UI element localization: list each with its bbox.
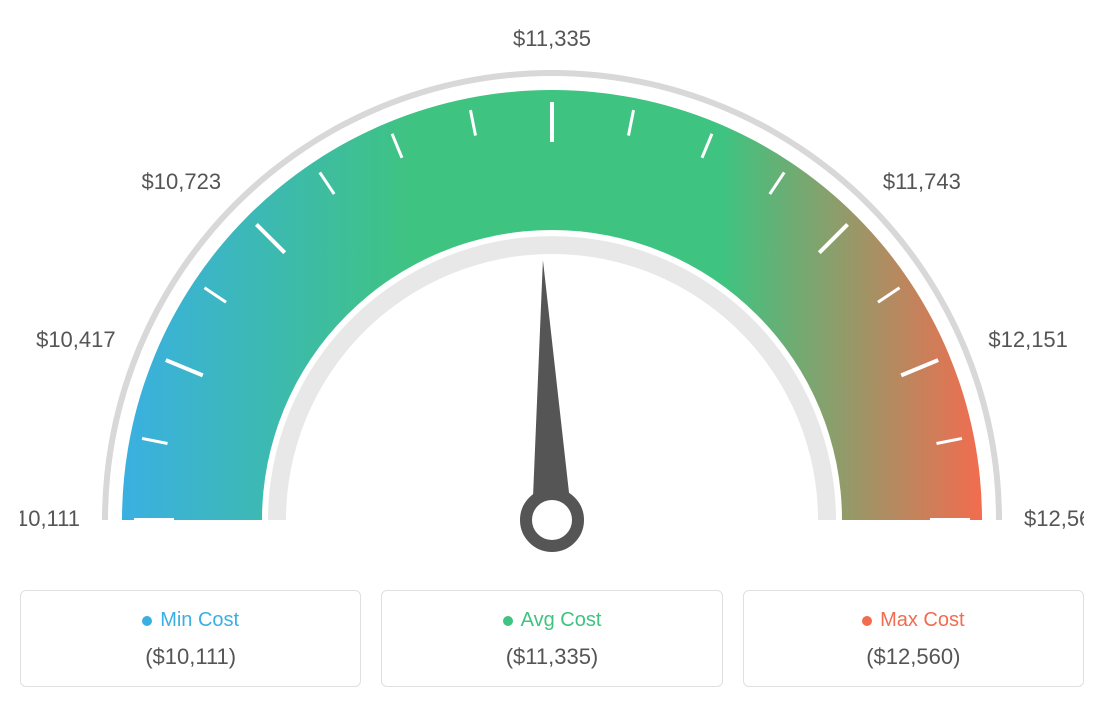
dot-icon [862,616,872,626]
legend-title-max: Max Cost [754,609,1073,632]
gauge-tick-label: $10,111 [20,506,80,531]
legend-row: Min Cost ($10,111) Avg Cost ($11,335) Ma… [20,590,1084,687]
gauge-tick-label: $11,743 [883,169,961,194]
legend-value-avg: ($11,335) [392,644,711,670]
legend-value-min: ($10,111) [31,644,350,670]
gauge-chart: $10,111 $10,417 $10,723 $11,335 $11,743 $12,1… [20,20,1084,580]
gauge-needle [532,260,572,521]
gauge-tick-label: $11,335 [513,26,591,51]
legend-title-label: Min Cost [160,609,239,632]
legend-value-max: ($12,560) [754,644,1073,670]
gauge-svg: $10,111 $10,417 $10,723 $11,335 $11,743 $12,1… [20,20,1084,580]
legend-title-label: Avg Cost [521,609,602,632]
legend-card-max: Max Cost ($12,560) [743,590,1084,687]
legend-title-label: Max Cost [880,609,964,632]
legend-title-min: Min Cost [31,609,350,632]
gauge-tick-label: $10,417 [36,327,116,352]
legend-card-min: Min Cost ($10,111) [20,590,361,687]
gauge-tick-label: $12,560 [1024,506,1084,531]
gauge-tick-label: $10,723 [142,169,222,194]
legend-card-avg: Avg Cost ($11,335) [381,590,722,687]
gauge-needle-hub [526,494,578,546]
legend-title-avg: Avg Cost [392,609,711,632]
gauge-tick-label: $12,151 [988,327,1068,352]
dot-icon [503,616,513,626]
dot-icon [142,616,152,626]
